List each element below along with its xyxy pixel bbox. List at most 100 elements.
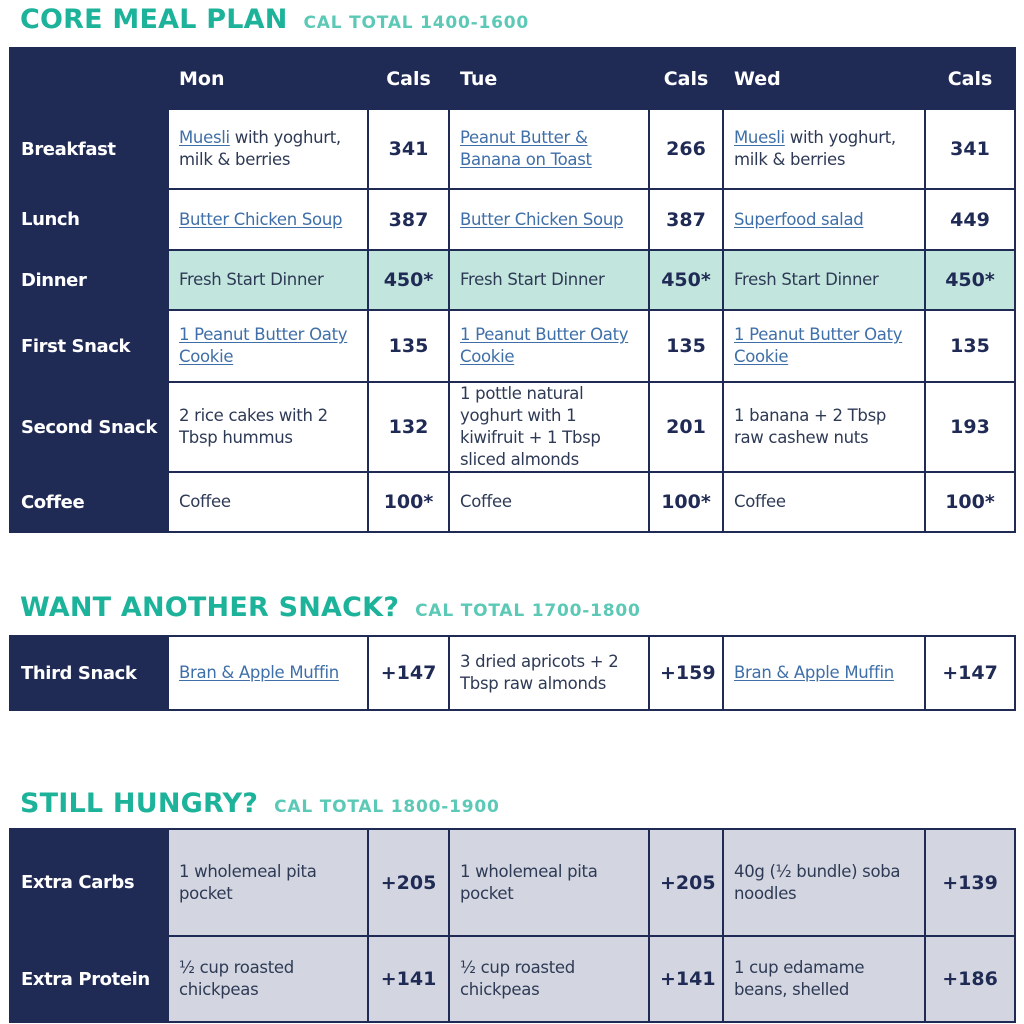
calories-mon: +147	[367, 635, 450, 711]
meal-text: 1 wholemeal pita pocket	[460, 861, 598, 903]
calories-mon: 135	[367, 309, 450, 383]
row-label: First Snack	[9, 309, 169, 383]
header-label	[9, 47, 169, 110]
header-tue: Tue	[448, 47, 650, 110]
calories-tue: 135	[648, 309, 724, 383]
meal-text: 1 cup edamame beans, shelled	[734, 958, 865, 999]
recipe-link[interactable]: Butter Chicken Soup	[460, 209, 624, 229]
meal-text: Coffee	[179, 492, 231, 511]
meal-cell-mon: Coffee	[167, 471, 369, 533]
calories-tue: 450*	[648, 249, 724, 311]
meal-cell-mon: 2 rice cakes with 2 Tbsp hummus	[167, 381, 369, 473]
meal-text: 3 dried apricots + 2 Tbsp raw almonds	[460, 652, 619, 693]
recipe-link[interactable]: Muesli	[179, 128, 230, 147]
meal-cell-tue: 3 dried apricots + 2 Tbsp raw almonds	[448, 635, 650, 711]
row-label: Extra Protein	[9, 935, 169, 1023]
hungry-title: STILL HUNGRY?	[20, 788, 259, 819]
table-row: Extra Protein ½ cup roasted chickpeas +141…	[9, 935, 1016, 1023]
meal-cell-mon: Muesli with yoghurt, milk & berries	[167, 108, 369, 190]
hungry-cal-total: CAL TOTAL 1800-1900	[274, 797, 500, 817]
calories-tue: 266	[648, 108, 724, 190]
table-row: Breakfast Muesli with yoghurt, milk & ber…	[9, 108, 1016, 190]
calories-wed: 135	[924, 309, 1016, 383]
table-row: Third Snack Bran & Apple Muffin +147 3 drie…	[9, 635, 1016, 711]
meal-cell-mon: 1 wholemeal pita pocket	[167, 828, 369, 937]
header-wed: Wed	[722, 47, 926, 110]
header-mon: Mon	[167, 47, 369, 110]
meal-cell-wed: 1 banana + 2 Tbsp raw cashew nuts	[722, 381, 926, 473]
row-label: Extra Carbs	[9, 828, 169, 937]
recipe-link[interactable]: 1 Peanut Butter Oaty Cookie	[179, 325, 348, 366]
calories-mon: 387	[367, 188, 450, 251]
calories-wed: +147	[924, 635, 1016, 711]
meal-text: with yoghurt, milk & berries	[734, 128, 896, 169]
calories-mon: 100*	[367, 471, 450, 533]
recipe-link[interactable]: Peanut Butter & Banana on Toast	[460, 128, 592, 169]
table-row: Extra Carbs 1 wholemeal pita pocket +205 1 …	[9, 828, 1016, 937]
core-meal-plan-heading: CORE MEAL PLAN CAL TOTAL 1400-1600	[20, 4, 529, 35]
meal-cell-wed: Coffee	[722, 471, 926, 533]
calories-mon: 341	[367, 108, 450, 190]
recipe-link[interactable]: Superfood salad	[734, 209, 864, 229]
meal-text: 2 rice cakes with 2 Tbsp hummus	[179, 406, 328, 447]
meal-cell-tue: Fresh Start Dinner	[448, 249, 650, 311]
calories-tue: +159	[648, 635, 724, 711]
header-cals-mon: Cals	[367, 47, 450, 110]
still-hungry-table: Extra Carbs 1 wholemeal pita pocket +205 1 …	[9, 828, 1016, 1023]
calories-wed: 193	[924, 381, 1016, 473]
meal-text: 1 wholemeal pita pocket	[179, 861, 317, 903]
meal-text: 1 banana + 2 Tbsp raw cashew nuts	[734, 406, 887, 447]
meal-text: ½ cup roasted chickpeas	[460, 958, 575, 999]
meal-cell-tue: 1 pottle natural yoghurt with 1 kiwifrui…	[448, 381, 650, 473]
meal-cell-wed: 1 cup edamame beans, shelled	[722, 935, 926, 1023]
core-cal-total: CAL TOTAL 1400-1600	[303, 13, 530, 33]
table-row: Second Snack 2 rice cakes with 2 Tbsp hum…	[9, 381, 1016, 473]
meal-cell-mon: 1 Peanut Butter Oaty Cookie	[167, 309, 369, 383]
meal-cell-wed: 40g (½ bundle) soba noodles	[722, 828, 926, 937]
row-label: Dinner	[9, 249, 169, 311]
meal-cell-wed: Superfood salad	[722, 188, 926, 251]
meal-cell-wed: Fresh Start Dinner	[722, 249, 926, 311]
calories-tue: 100*	[648, 471, 724, 533]
recipe-link[interactable]: 1 Peanut Butter Oaty Cookie	[460, 325, 629, 366]
recipe-link[interactable]: Bran & Apple Muffin	[179, 663, 339, 682]
calories-tue: +141	[648, 935, 724, 1023]
recipe-link[interactable]: Butter Chicken Soup	[179, 209, 343, 229]
meal-text: Fresh Start Dinner	[179, 270, 324, 289]
calories-mon: 450*	[367, 249, 450, 311]
still-hungry-heading: STILL HUNGRY? CAL TOTAL 1800-1900	[20, 788, 500, 819]
meal-text: 40g (½ bundle) soba noodles	[734, 861, 901, 903]
meal-cell-mon: Bran & Apple Muffin	[167, 635, 369, 711]
row-label: Second Snack	[9, 381, 169, 473]
meal-text: Fresh Start Dinner	[460, 270, 605, 289]
calories-wed: 450*	[924, 249, 1016, 311]
calories-tue: 387	[648, 188, 724, 251]
another-snack-table: Third Snack Bran & Apple Muffin +147 3 drie…	[9, 635, 1016, 711]
row-label: Third Snack	[9, 635, 169, 711]
row-label: Coffee	[9, 471, 169, 533]
table-row: Dinner Fresh Start Dinner 450* Fresh Start …	[9, 249, 1016, 311]
meal-text: Fresh Start Dinner	[734, 270, 879, 289]
meal-cell-tue: Peanut Butter & Banana on Toast	[448, 108, 650, 190]
meal-text: 1 pottle natural yoghurt with 1 kiwifrui…	[460, 384, 601, 469]
core-title: CORE MEAL PLAN	[20, 4, 288, 35]
meal-cell-mon: Butter Chicken Soup	[167, 188, 369, 251]
meal-cell-tue: Coffee	[448, 471, 650, 533]
table-row: Coffee Coffee 100* Coffee 100* Coffee 100*	[9, 471, 1016, 533]
snack-cal-total: CAL TOTAL 1700-1800	[415, 601, 641, 621]
snack-title: WANT ANOTHER SNACK?	[20, 592, 400, 623]
meal-cell-tue: 1 wholemeal pita pocket	[448, 828, 650, 937]
calories-wed: +186	[924, 935, 1016, 1023]
meal-text: Coffee	[734, 492, 786, 511]
table-row: First Snack 1 Peanut Butter Oaty Cookie 13…	[9, 309, 1016, 383]
meal-text: with yoghurt, milk & berries	[179, 128, 341, 169]
header-cals-wed: Cals	[924, 47, 1016, 110]
header-cals-tue: Cals	[648, 47, 724, 110]
calories-tue: 201	[648, 381, 724, 473]
meal-text: Coffee	[460, 492, 512, 511]
recipe-link[interactable]: Bran & Apple Muffin	[734, 663, 894, 682]
recipe-link[interactable]: 1 Peanut Butter Oaty Cookie	[734, 325, 903, 366]
table-row: Lunch Butter Chicken Soup 387 Butter Chicke…	[9, 188, 1016, 251]
recipe-link[interactable]: Muesli	[734, 128, 785, 147]
calories-wed: 100*	[924, 471, 1016, 533]
